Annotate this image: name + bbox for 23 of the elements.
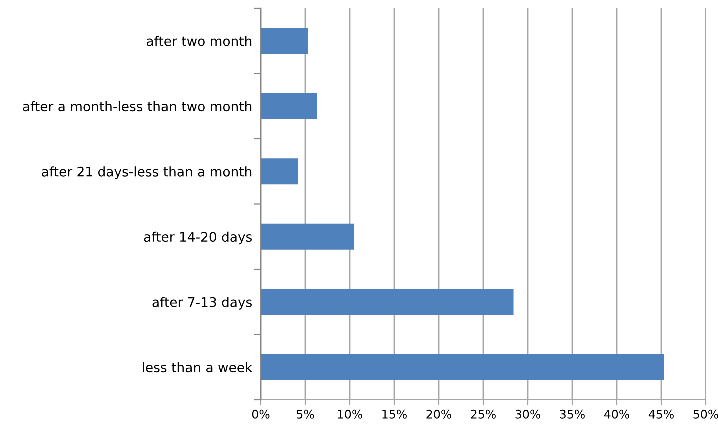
y-tick-label: after 21 days-less than a month xyxy=(42,166,252,180)
x-tick-label: 50% xyxy=(694,410,718,419)
x-tick-label: 45% xyxy=(648,410,674,419)
y-tick-label: after two month xyxy=(147,36,252,46)
bar xyxy=(261,158,298,185)
x-tick-label: 40% xyxy=(604,410,630,419)
bar xyxy=(261,93,318,120)
y-tick-label: after 7-13 days xyxy=(152,297,252,310)
x-tick-label: 5% xyxy=(297,410,314,419)
x-tick-label: 10% xyxy=(338,410,362,419)
bar xyxy=(261,354,664,380)
y-tick-label: less than a week xyxy=(143,362,253,373)
x-tick-label: 30% xyxy=(516,410,540,419)
x-tick-label: 15% xyxy=(382,410,407,419)
x-tick-label: 35% xyxy=(560,410,585,419)
x-tick-label: 0% xyxy=(252,410,270,419)
bar xyxy=(261,289,514,316)
bar xyxy=(261,224,354,250)
x-tick-label: 25% xyxy=(471,410,496,419)
y-tick-label: after 14-20 days xyxy=(144,232,252,245)
x-tick-label: 20% xyxy=(426,410,452,419)
bar xyxy=(261,28,308,54)
y-tick-label: after a month-less than two month xyxy=(23,101,252,112)
